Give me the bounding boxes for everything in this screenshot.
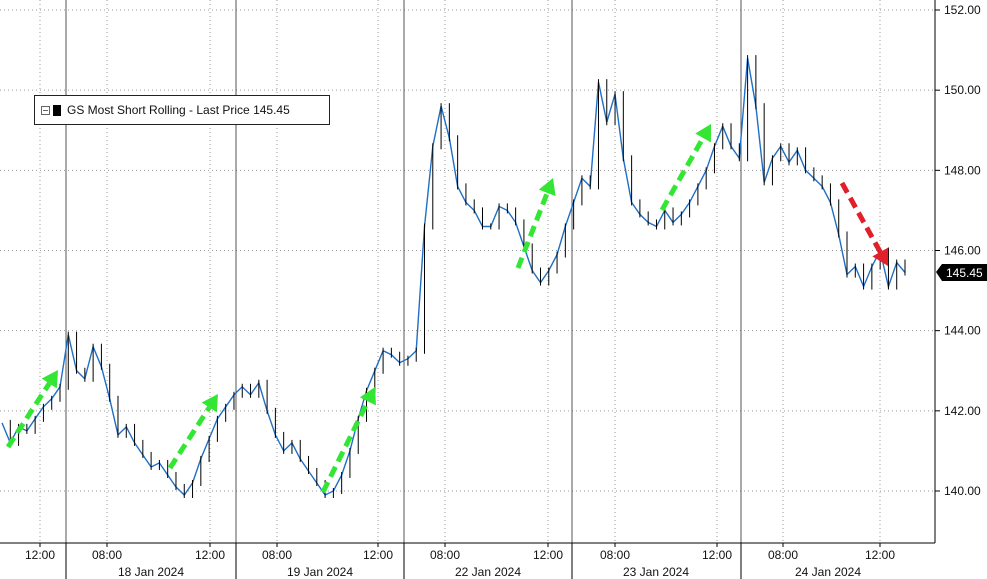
last-price-marker: 145.45 — [936, 264, 987, 281]
grid-lines — [0, 0, 935, 543]
trend-arrow-shaft — [320, 400, 371, 494]
x-tick-label: 12:00 — [363, 548, 393, 562]
x-axis-ticks: 12:00 08:00 12:00 08:00 12:00 08:00 12:00 08:00… — [25, 543, 895, 579]
trend-arrow-shaft — [659, 136, 706, 212]
price-series — [1, 55, 906, 499]
x-date-label: 19 Jan 2024 — [287, 565, 353, 579]
chart-legend: GS Most Short Rolling - Last Price 145.4… — [34, 95, 330, 125]
y-tick-label: 142.00 — [944, 404, 981, 418]
trend-arrow-head — [41, 370, 58, 389]
x-date-label: 24 Jan 2024 — [795, 565, 861, 579]
x-tick-label: 12:00 — [865, 548, 895, 562]
legend-swatch-icon — [53, 104, 61, 116]
trend-arrow-head — [201, 394, 218, 413]
y-tick-label: 146.00 — [944, 244, 981, 258]
last-price-text: 145.45 — [946, 266, 983, 280]
trend-arrow-shaft — [515, 192, 550, 269]
trend-arrow-head — [359, 387, 376, 406]
legend-collapse-icon[interactable] — [41, 105, 50, 115]
legend-label: GS Most Short Rolling - Last Price 145.4… — [67, 103, 290, 117]
trend-arrow-head — [695, 124, 711, 143]
y-tick-label: 140.00 — [944, 484, 981, 498]
x-tick-label: 12:00 — [25, 548, 55, 562]
x-tick-label: 12:00 — [533, 548, 563, 562]
trend-arrow-shaft — [167, 406, 212, 470]
trend-arrows — [5, 124, 889, 494]
y-tick-label: 148.00 — [944, 163, 981, 177]
x-date-label: 18 Jan 2024 — [118, 565, 184, 579]
trend-arrow-head — [872, 247, 889, 266]
x-tick-label: 12:00 — [702, 548, 732, 562]
x-tick-label: 08:00 — [600, 548, 630, 562]
x-tick-label: 08:00 — [768, 548, 798, 562]
x-tick-label: 08:00 — [92, 548, 122, 562]
trend-arrow-shaft — [839, 181, 883, 254]
axes — [0, 0, 936, 579]
y-tick-label: 152.00 — [944, 3, 981, 17]
x-date-label: 22 Jan 2024 — [455, 565, 521, 579]
x-tick-label: 12:00 — [195, 548, 225, 562]
price-line — [1, 57, 906, 497]
x-date-label: 23 Jan 2024 — [623, 565, 689, 579]
y-tick-label: 150.00 — [944, 83, 981, 97]
trend-arrow-shaft — [5, 382, 52, 449]
y-axis-ticks: 140.00 142.00 144.00 146.00 148.00 150.00 152.… — [935, 3, 981, 498]
trend-arrow-head — [538, 178, 556, 197]
x-tick-label: 08:00 — [430, 548, 460, 562]
y-tick-label: 144.00 — [944, 324, 981, 338]
x-tick-label: 08:00 — [262, 548, 292, 562]
last-price-tag — [936, 264, 987, 281]
